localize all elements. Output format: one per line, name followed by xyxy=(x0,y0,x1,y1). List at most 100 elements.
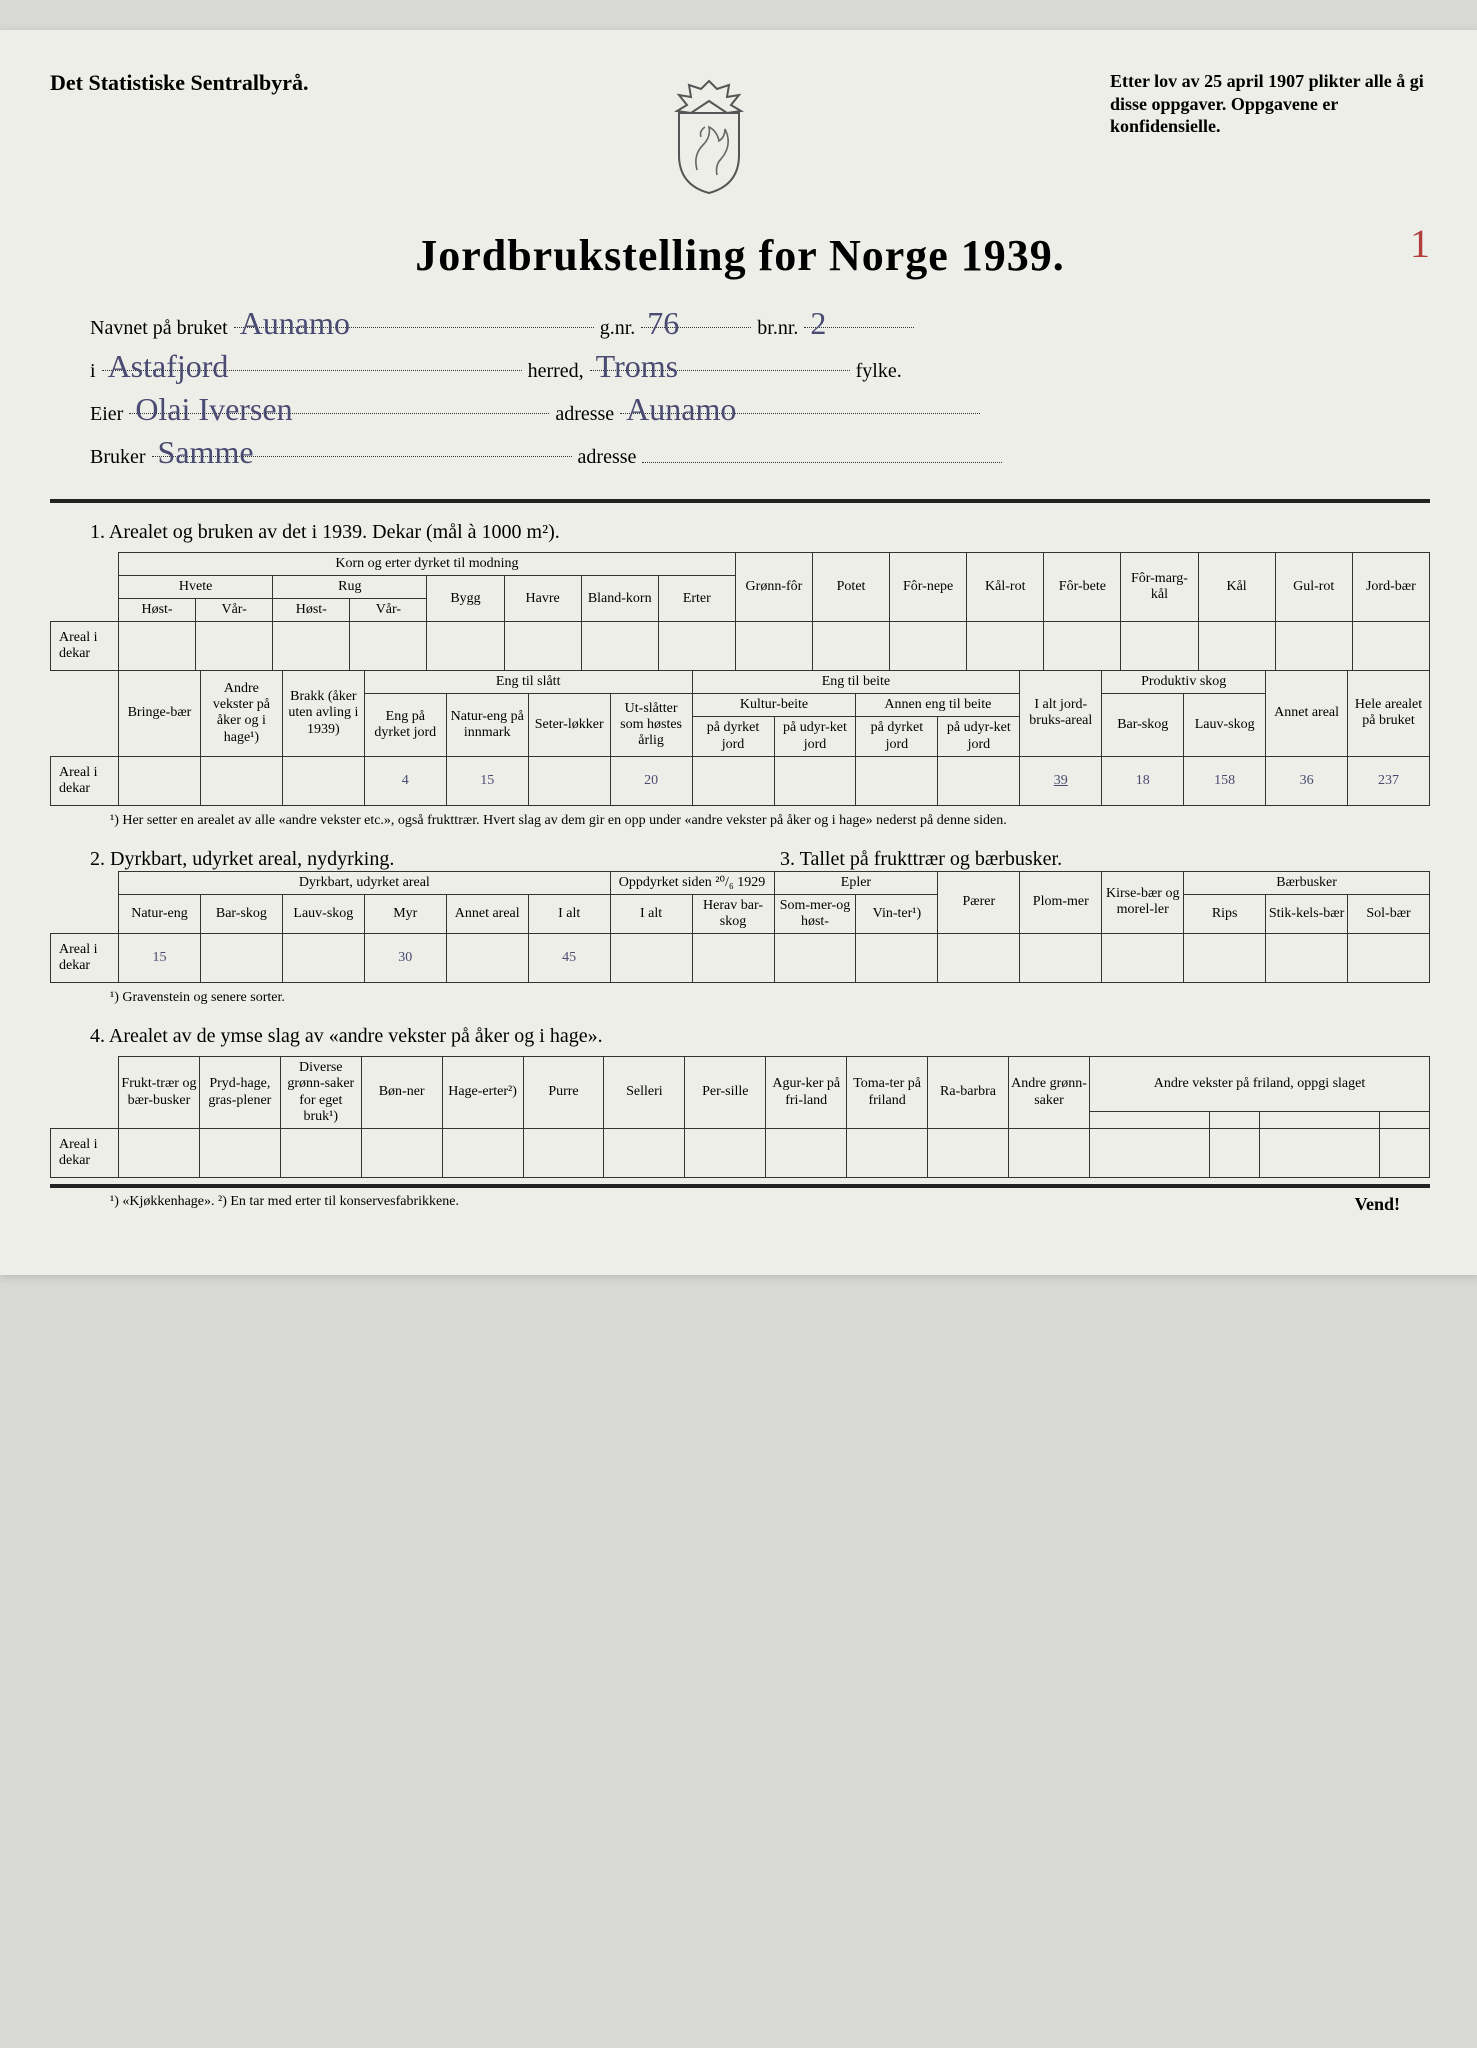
i-label: i xyxy=(90,360,96,383)
identification-block: Navnet på bruket Aunamo g.nr. 76 br.nr. … xyxy=(90,305,1390,469)
lauvskog2: Lauv-skog xyxy=(282,894,364,933)
val-lauvskog: 158 xyxy=(1184,756,1266,805)
oppdyrket: Oppdyrket siden ²⁰/₆ 1929 xyxy=(610,871,774,894)
erter: Erter xyxy=(658,576,735,622)
section2-heading: 2. Dyrkbart, udyrket areal, nydyrking. xyxy=(50,848,740,871)
kb-dyrket: på dyrket jord xyxy=(692,717,774,756)
header: Det Statistiske Sentralbyrå. Etter lov a… xyxy=(50,70,1430,200)
vend: Vend! xyxy=(1355,1194,1420,1215)
owner-label: Eier xyxy=(90,403,123,426)
form-page: Det Statistiske Sentralbyrå. Etter lov a… xyxy=(0,30,1477,1275)
table-1a: Korn og erter dyrket til modning Grønn-f… xyxy=(50,552,1430,671)
eng-beite: Eng til beite xyxy=(692,671,1020,694)
annet2: Annet areal xyxy=(446,894,528,933)
owner-addr-value: Aunamo xyxy=(620,391,736,427)
ialt2: I alt xyxy=(528,894,610,933)
section1-heading: 1. Arealet og bruken av det i 1939. Deka… xyxy=(90,521,1430,544)
user-label: Bruker xyxy=(90,446,146,469)
val-natur: 15 xyxy=(119,934,201,983)
prodskog: Produktiv skog xyxy=(1102,671,1266,694)
herred-value: Astafjord xyxy=(102,348,229,384)
ialt-jord: I alt jord-bruks-areal xyxy=(1020,671,1102,756)
agency-name: Det Statistiske Sentralbyrå. xyxy=(50,70,308,96)
law-note: Etter lov av 25 april 1907 plikter alle … xyxy=(1110,70,1430,138)
natureng: Natur-eng på innmark xyxy=(446,694,528,756)
hele: Hele arealet på bruket xyxy=(1348,671,1430,756)
rug-vaar: Vår- xyxy=(350,599,427,622)
val-ialt: 39 xyxy=(1020,756,1102,805)
rowlab-4: Areal i dekar xyxy=(51,1128,119,1177)
gulrot: Gul-rot xyxy=(1275,553,1352,622)
val-barskog: 18 xyxy=(1102,756,1184,805)
hvete: Hvete xyxy=(119,576,273,599)
plommer: Plom-mer xyxy=(1020,871,1102,933)
footnote-1: ¹) Her setter en arealet av alle «andre … xyxy=(110,812,1410,830)
opp-ialt: I alt xyxy=(610,894,692,933)
andre-gronn: Andre grønn-saker xyxy=(1008,1057,1089,1128)
bringe: Bringe-bær xyxy=(119,671,201,756)
bonner: Bøn-ner xyxy=(361,1057,442,1128)
val-myr: 30 xyxy=(364,934,446,983)
diverse: Diverse grønn-saker for eget bruk¹) xyxy=(280,1057,361,1128)
kirse: Kirse-bær og morel-ler xyxy=(1102,871,1184,933)
rug-host: Høst- xyxy=(273,599,350,622)
form-title: Jordbrukstelling for Norge 1939. xyxy=(50,230,1430,281)
rips: Rips xyxy=(1184,894,1266,933)
section4-heading: 4. Arealet av de ymse slag av «andre vek… xyxy=(90,1025,1430,1048)
opp-herav: Herav bar-skog xyxy=(692,894,774,933)
potet: Potet xyxy=(812,553,889,622)
herred-label: herred, xyxy=(528,360,584,383)
rabarbra: Ra-barbra xyxy=(928,1057,1009,1128)
utslatter: Ut-slåtter som høstes årlig xyxy=(610,694,692,756)
frukt: Frukt-trær og bær-busker xyxy=(119,1057,200,1128)
hvete-host: Høst- xyxy=(119,599,196,622)
andre-friland: Andre vekster på friland, oppgi slaget xyxy=(1090,1057,1430,1112)
kulturbeite: Kultur-beite xyxy=(692,694,856,717)
selleri: Selleri xyxy=(604,1057,685,1128)
gnr-value: 76 xyxy=(641,305,679,341)
owner-value: Olai Iversen xyxy=(129,391,292,427)
rug: Rug xyxy=(273,576,427,599)
myr: Myr xyxy=(364,894,446,933)
annen-beite: Annen eng til beite xyxy=(856,694,1020,717)
brakk: Brakk (åker uten avling i 1939) xyxy=(282,671,364,756)
jordbaer: Jord-bær xyxy=(1352,553,1429,622)
purre: Purre xyxy=(523,1057,604,1128)
val-annet: 36 xyxy=(1266,756,1348,805)
section23-headings: 2. Dyrkbart, udyrket areal, nydyrking. 3… xyxy=(50,848,1430,871)
val-engpa: 4 xyxy=(364,756,446,805)
name-label: Navnet på bruket xyxy=(90,317,228,340)
table-1b: Bringe-bær Andre vekster på åker og i ha… xyxy=(50,670,1430,805)
fornepe: Fôr-nepe xyxy=(890,553,967,622)
forbete: Fôr-bete xyxy=(1044,553,1121,622)
bygg: Bygg xyxy=(427,576,504,622)
barskog: Bar-skog xyxy=(1102,694,1184,756)
rowlab-1b: Areal i dekar xyxy=(51,756,119,805)
val-hele: 237 xyxy=(1348,756,1430,805)
vinter: Vin-ter¹) xyxy=(856,894,938,933)
eng-pa: Eng på dyrket jord xyxy=(364,694,446,756)
stikkels: Stik-kels-bær xyxy=(1266,894,1348,933)
name-value: Aunamo xyxy=(234,305,350,341)
gronnfor: Grønn-fôr xyxy=(735,553,812,622)
ab-dyrket: på dyrket jord xyxy=(856,717,938,756)
footnote-2: ¹) Gravenstein og senere sorter. xyxy=(110,989,1410,1007)
hvete-vaar: Vår- xyxy=(196,599,273,622)
eng-slatt: Eng til slått xyxy=(364,671,692,694)
kalrot: Kål-rot xyxy=(967,553,1044,622)
formargkal: Fôr-marg-kål xyxy=(1121,553,1198,622)
andrevekster: Andre vekster på åker og i hage¹) xyxy=(200,671,282,756)
kb-udyrket: på udyr-ket jord xyxy=(774,717,856,756)
val-utslatter: 20 xyxy=(610,756,692,805)
dyrkbart: Dyrkbart, udyrket areal xyxy=(119,871,611,894)
fylke-value: Troms xyxy=(590,348,678,384)
havre: Havre xyxy=(504,576,581,622)
table-23: Dyrkbart, udyrket areal Oppdyrket siden … xyxy=(50,871,1430,983)
owner-addr-label: adresse xyxy=(555,403,614,426)
blandkorn: Bland-korn xyxy=(581,576,658,622)
natur-eng: Natur-eng xyxy=(119,894,201,933)
pryd: Pryd-hage, gras-plener xyxy=(199,1057,280,1128)
section3-heading: 3. Tallet på frukttrær og bærbusker. xyxy=(740,848,1430,871)
brnr-label: br.nr. xyxy=(757,317,798,340)
table-4: Frukt-trær og bær-busker Pryd-hage, gras… xyxy=(50,1056,1430,1177)
